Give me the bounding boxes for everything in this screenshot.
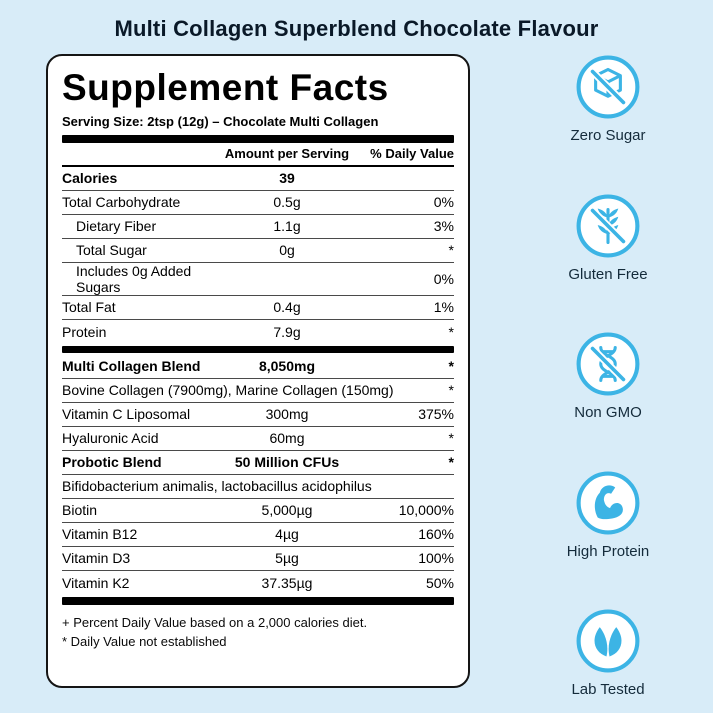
thick-divider-bottom — [62, 596, 454, 605]
nutrient-dv: * — [448, 323, 454, 340]
footnote-daily-value: * Daily Value not established — [62, 634, 227, 650]
serving-size: Serving Size: 2tsp (12g) – Chocolate Mul… — [62, 113, 379, 129]
footnotes: + Percent Daily Value based on a 2,000 c… — [62, 613, 454, 652]
nutrient-dv: * — [448, 358, 454, 375]
nutrient-amount: 0.4g — [273, 299, 301, 316]
nutrient-amount: 7.9g — [273, 323, 301, 340]
footnote-percent-dv: + Percent Daily Value based on a 2,000 c… — [62, 614, 368, 630]
amount-column-header: Amount per Serving — [224, 146, 350, 162]
nutrient-amount: 300mg — [265, 406, 309, 423]
nutrient-dv: 10,000% — [398, 502, 454, 519]
nutrient-amount: 0g — [279, 242, 295, 259]
nutrient-dv: 0% — [433, 194, 454, 211]
nutrient-name: Vitamin C Liposomal — [62, 406, 191, 423]
row-protein: Protein 7.9g * — [62, 320, 454, 344]
badges-column: Zero Sugar — [528, 54, 688, 698]
nutrient-name: Vitamin D3 — [62, 550, 131, 567]
nutrient-name: Hyaluronic Acid — [62, 430, 159, 447]
nutrient-amount: 8,050mg — [258, 358, 316, 375]
nutrient-amount: 60mg — [269, 430, 305, 447]
nutrient-name: Total Fat — [62, 299, 116, 316]
row-collagen-sources: Bovine Collagen (7900mg), Marine Collage… — [62, 379, 454, 403]
nutrient-name: Includes 0g Added Sugars — [76, 262, 192, 295]
nutrient-name: Total Sugar — [76, 242, 147, 259]
nutrient-amount: 50 Million CFUs — [234, 454, 340, 471]
nutrient-name: Protein — [62, 323, 107, 340]
leaf-icon — [575, 608, 641, 674]
nutrient-name: Probotic Blend — [62, 454, 162, 471]
nutrient-name: Bifidobacterium animalis, lactobacillus … — [62, 478, 372, 495]
badge-label: High Protein — [566, 542, 650, 560]
badge-zero-sugar: Zero Sugar — [570, 54, 646, 144]
nutrient-name: Dietary Fiber — [76, 218, 157, 235]
badge-gluten-free: Gluten Free — [568, 193, 648, 283]
badge-label: Gluten Free — [568, 265, 648, 283]
no-gluten-icon — [575, 193, 641, 259]
row-total-carbohydrate: Total Carbohydrate 0.5g 0% — [62, 191, 454, 215]
badge-label: Non GMO — [574, 404, 642, 421]
nutrient-dv: 3% — [433, 218, 454, 235]
nutrient-dv: 0% — [433, 270, 454, 287]
no-gmo-icon — [575, 331, 641, 397]
row-probiotic-strains: Bifidobacterium animalis, lactobacillus … — [62, 475, 454, 499]
row-biotin: Biotin 5,000µg 10,000% — [62, 499, 454, 523]
supplement-facts-heading: Supplement Facts — [62, 67, 389, 108]
nutrient-dv: 160% — [418, 526, 454, 543]
nutrient-amount: 1.1g — [273, 218, 301, 235]
row-multi-collagen-blend: Multi Collagen Blend 8,050mg * — [62, 355, 454, 379]
content: Supplement Facts Serving Size: 2tsp (12g… — [0, 54, 713, 698]
thick-divider-middle — [62, 345, 454, 353]
badge-label: Zero Sugar — [570, 127, 646, 144]
badge-lab-tested: Lab Tested — [571, 608, 645, 698]
row-calories: Calories 39 — [62, 167, 454, 191]
row-hyaluronic-acid: Hyaluronic Acid 60mg * — [62, 427, 454, 451]
nutrient-dv: * — [448, 454, 454, 471]
row-added-sugars: Includes 0g Added Sugars 0% — [62, 263, 454, 296]
badge-high-protein: High Protein — [566, 470, 650, 560]
thick-divider-top — [62, 134, 454, 143]
nutrient-name: Biotin — [62, 502, 98, 519]
nutrient-name: Vitamin B12 — [62, 526, 138, 543]
nutrient-dv: * — [448, 430, 454, 447]
row-dietary-fiber: Dietary Fiber 1.1g 3% — [62, 215, 454, 239]
row-total-sugar: Total Sugar 0g * — [62, 239, 454, 263]
nutrient-dv: * — [448, 242, 454, 259]
nutrient-amount: 37.35µg — [261, 574, 313, 591]
row-vitamin-k2: Vitamin K2 37.35µg 50% — [62, 571, 454, 595]
nutrient-name: Vitamin K2 — [62, 574, 130, 591]
page-title: Multi Collagen Superblend Chocolate Flav… — [114, 16, 599, 41]
badge-label: Lab Tested — [571, 681, 645, 698]
badge-non-gmo: Non GMO — [574, 331, 642, 421]
nutrient-amount: 0.5g — [273, 194, 301, 211]
nutrient-dv: 100% — [418, 550, 454, 567]
nutrient-amount: 4µg — [275, 526, 299, 543]
nutrient-dv: 1% — [433, 299, 454, 316]
row-vitamin-b12: Vitamin B12 4µg 160% — [62, 523, 454, 547]
nutrient-name: Multi Collagen Blend — [62, 358, 201, 375]
nutrient-amount: 5,000µg — [261, 502, 313, 519]
column-header-row: Amount per Serving % Daily Value — [62, 143, 454, 167]
row-total-fat: Total Fat 0.4g 1% — [62, 296, 454, 320]
supplement-facts-panel: Supplement Facts Serving Size: 2tsp (12g… — [46, 54, 470, 688]
no-sugar-icon — [575, 54, 641, 120]
bicep-icon — [575, 470, 641, 536]
nutrient-name: Bovine Collagen (7900mg), Marine Collage… — [62, 382, 394, 399]
nutrient-amount: 39 — [279, 170, 295, 187]
row-probotic-blend: Probotic Blend 50 Million CFUs * — [62, 451, 454, 475]
nutrient-dv: * — [448, 382, 454, 399]
row-vitamin-d3: Vitamin D3 5µg 100% — [62, 547, 454, 571]
nutrient-amount: 5µg — [275, 550, 299, 567]
nutrient-dv: 50% — [425, 574, 454, 591]
row-vitamin-c: Vitamin C Liposomal 300mg 375% — [62, 403, 454, 427]
daily-value-column-header: % Daily Value — [370, 146, 454, 162]
nutrient-dv: 375% — [418, 406, 454, 423]
nutrient-name: Calories — [62, 170, 118, 187]
nutrient-name: Total Carbohydrate — [62, 194, 181, 211]
